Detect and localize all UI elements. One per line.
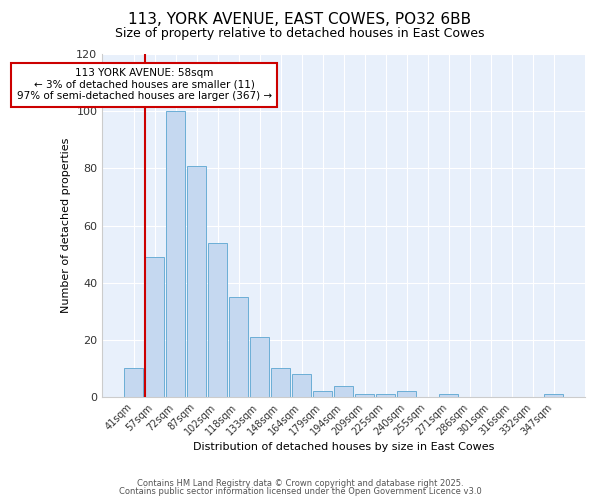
Text: Contains public sector information licensed under the Open Government Licence v3: Contains public sector information licen… bbox=[119, 487, 481, 496]
Bar bbox=[271, 368, 290, 397]
Bar bbox=[166, 111, 185, 397]
Bar bbox=[313, 392, 332, 397]
Bar bbox=[145, 257, 164, 397]
Bar bbox=[124, 368, 143, 397]
Bar bbox=[292, 374, 311, 397]
Bar bbox=[544, 394, 563, 397]
Bar bbox=[397, 392, 416, 397]
Y-axis label: Number of detached properties: Number of detached properties bbox=[61, 138, 71, 313]
Bar bbox=[208, 242, 227, 397]
Text: Contains HM Land Registry data © Crown copyright and database right 2025.: Contains HM Land Registry data © Crown c… bbox=[137, 478, 463, 488]
Bar bbox=[250, 337, 269, 397]
Bar bbox=[229, 297, 248, 397]
Bar bbox=[439, 394, 458, 397]
Bar bbox=[334, 386, 353, 397]
Bar bbox=[355, 394, 374, 397]
X-axis label: Distribution of detached houses by size in East Cowes: Distribution of detached houses by size … bbox=[193, 442, 494, 452]
Bar bbox=[187, 166, 206, 397]
Text: Size of property relative to detached houses in East Cowes: Size of property relative to detached ho… bbox=[115, 28, 485, 40]
Text: 113, YORK AVENUE, EAST COWES, PO32 6BB: 113, YORK AVENUE, EAST COWES, PO32 6BB bbox=[128, 12, 472, 28]
Text: 113 YORK AVENUE: 58sqm
← 3% of detached houses are smaller (11)
97% of semi-deta: 113 YORK AVENUE: 58sqm ← 3% of detached … bbox=[17, 68, 272, 102]
Bar bbox=[376, 394, 395, 397]
